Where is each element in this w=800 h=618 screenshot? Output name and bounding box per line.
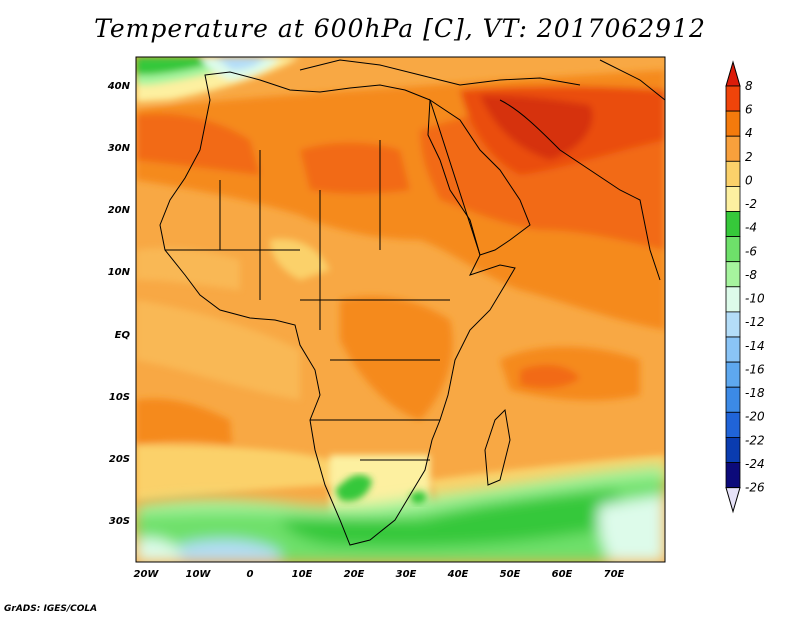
colorbar-swatch xyxy=(725,436,741,463)
colorbar-swatch xyxy=(725,160,741,187)
colorbar-swatch xyxy=(725,211,741,238)
lat-label-10n: 10N xyxy=(108,267,131,278)
lon-label-50e: 50E xyxy=(500,569,521,580)
colorbar-label: -20 xyxy=(745,410,765,424)
colorbar-swatch xyxy=(725,85,741,112)
footer-credit: GrADS: IGES/COLA xyxy=(4,604,98,614)
colorbar-label: 6 xyxy=(745,103,753,117)
lat-label-30n: 30N xyxy=(108,143,131,154)
colorbar-label: -6 xyxy=(745,244,757,258)
lat-label-30s: 30S xyxy=(109,516,130,527)
lat-label-20s: 20S xyxy=(109,454,130,465)
lon-label-20e: 20E xyxy=(344,569,365,580)
colorbar-swatch xyxy=(725,135,741,162)
colorbar-swatch xyxy=(725,361,741,388)
lon-label-0: 0 xyxy=(247,569,254,580)
colorbar-label: 8 xyxy=(745,79,753,93)
lon-axis: 20W 10W 0 10E 20E 30E 40E 50E 60E 70E xyxy=(134,569,625,580)
lon-label-60e: 60E xyxy=(552,569,573,580)
colorbar-top-arrow xyxy=(725,60,741,87)
lon-label-30e: 30E xyxy=(396,569,417,580)
coastlines xyxy=(159,59,665,546)
colorbar-swatch xyxy=(725,110,741,137)
colorbar-label: -16 xyxy=(745,362,765,376)
lon-label-40e: 40E xyxy=(447,569,469,580)
colorbar-swatch xyxy=(725,185,741,212)
plot-frame xyxy=(135,56,666,563)
lat-label-20n: 20N xyxy=(108,205,131,216)
colorbar-label: 0 xyxy=(745,173,753,187)
colorbar-label: -14 xyxy=(745,339,765,353)
colorbar: 8 6 4 2 0 -2 -4 -6 -8 -10 -12 -14 -16 -18 -20 -22 -24 -26 xyxy=(725,60,765,514)
colorbar-swatch xyxy=(725,286,741,313)
lat-label-eq: EQ xyxy=(115,330,131,341)
colorbar-swatch xyxy=(725,261,741,288)
colorbar-label: -18 xyxy=(745,386,765,400)
chart-title: Temperature at 600hPa [C], VT: 201706291… xyxy=(94,14,706,43)
colorbar-swatch xyxy=(725,336,741,363)
colorbar-bottom-arrow xyxy=(725,487,741,514)
lat-axis: 40N 30N 20N 10N EQ 10S 20S 30S xyxy=(107,81,131,527)
lon-label-70e: 70E xyxy=(604,569,625,580)
lon-label-20w: 20W xyxy=(134,569,160,580)
colorbar-label: 4 xyxy=(745,126,753,140)
colorbar-swatch xyxy=(725,311,741,338)
colorbar-swatch xyxy=(725,462,741,489)
colorbar-label: -12 xyxy=(745,315,765,329)
colorbar-swatch xyxy=(725,411,741,438)
lon-label-10w: 10W xyxy=(186,569,212,580)
temperature-field xyxy=(136,57,665,562)
colorbar-label: -10 xyxy=(745,292,765,306)
lat-label-10s: 10S xyxy=(109,392,130,403)
colorbar-label: -24 xyxy=(745,457,765,471)
colorbar-swatch xyxy=(725,236,741,263)
colorbar-swatch xyxy=(725,386,741,413)
colorbar-label: -8 xyxy=(745,268,757,282)
colorbar-label: -4 xyxy=(745,221,757,235)
colorbar-label: 2 xyxy=(745,150,753,164)
colorbar-label: -26 xyxy=(745,481,765,495)
colorbar-label: -2 xyxy=(745,197,757,211)
lat-label-40n: 40N xyxy=(107,81,131,92)
lon-label-10e: 10E xyxy=(292,569,313,580)
colorbar-label: -22 xyxy=(745,433,765,447)
